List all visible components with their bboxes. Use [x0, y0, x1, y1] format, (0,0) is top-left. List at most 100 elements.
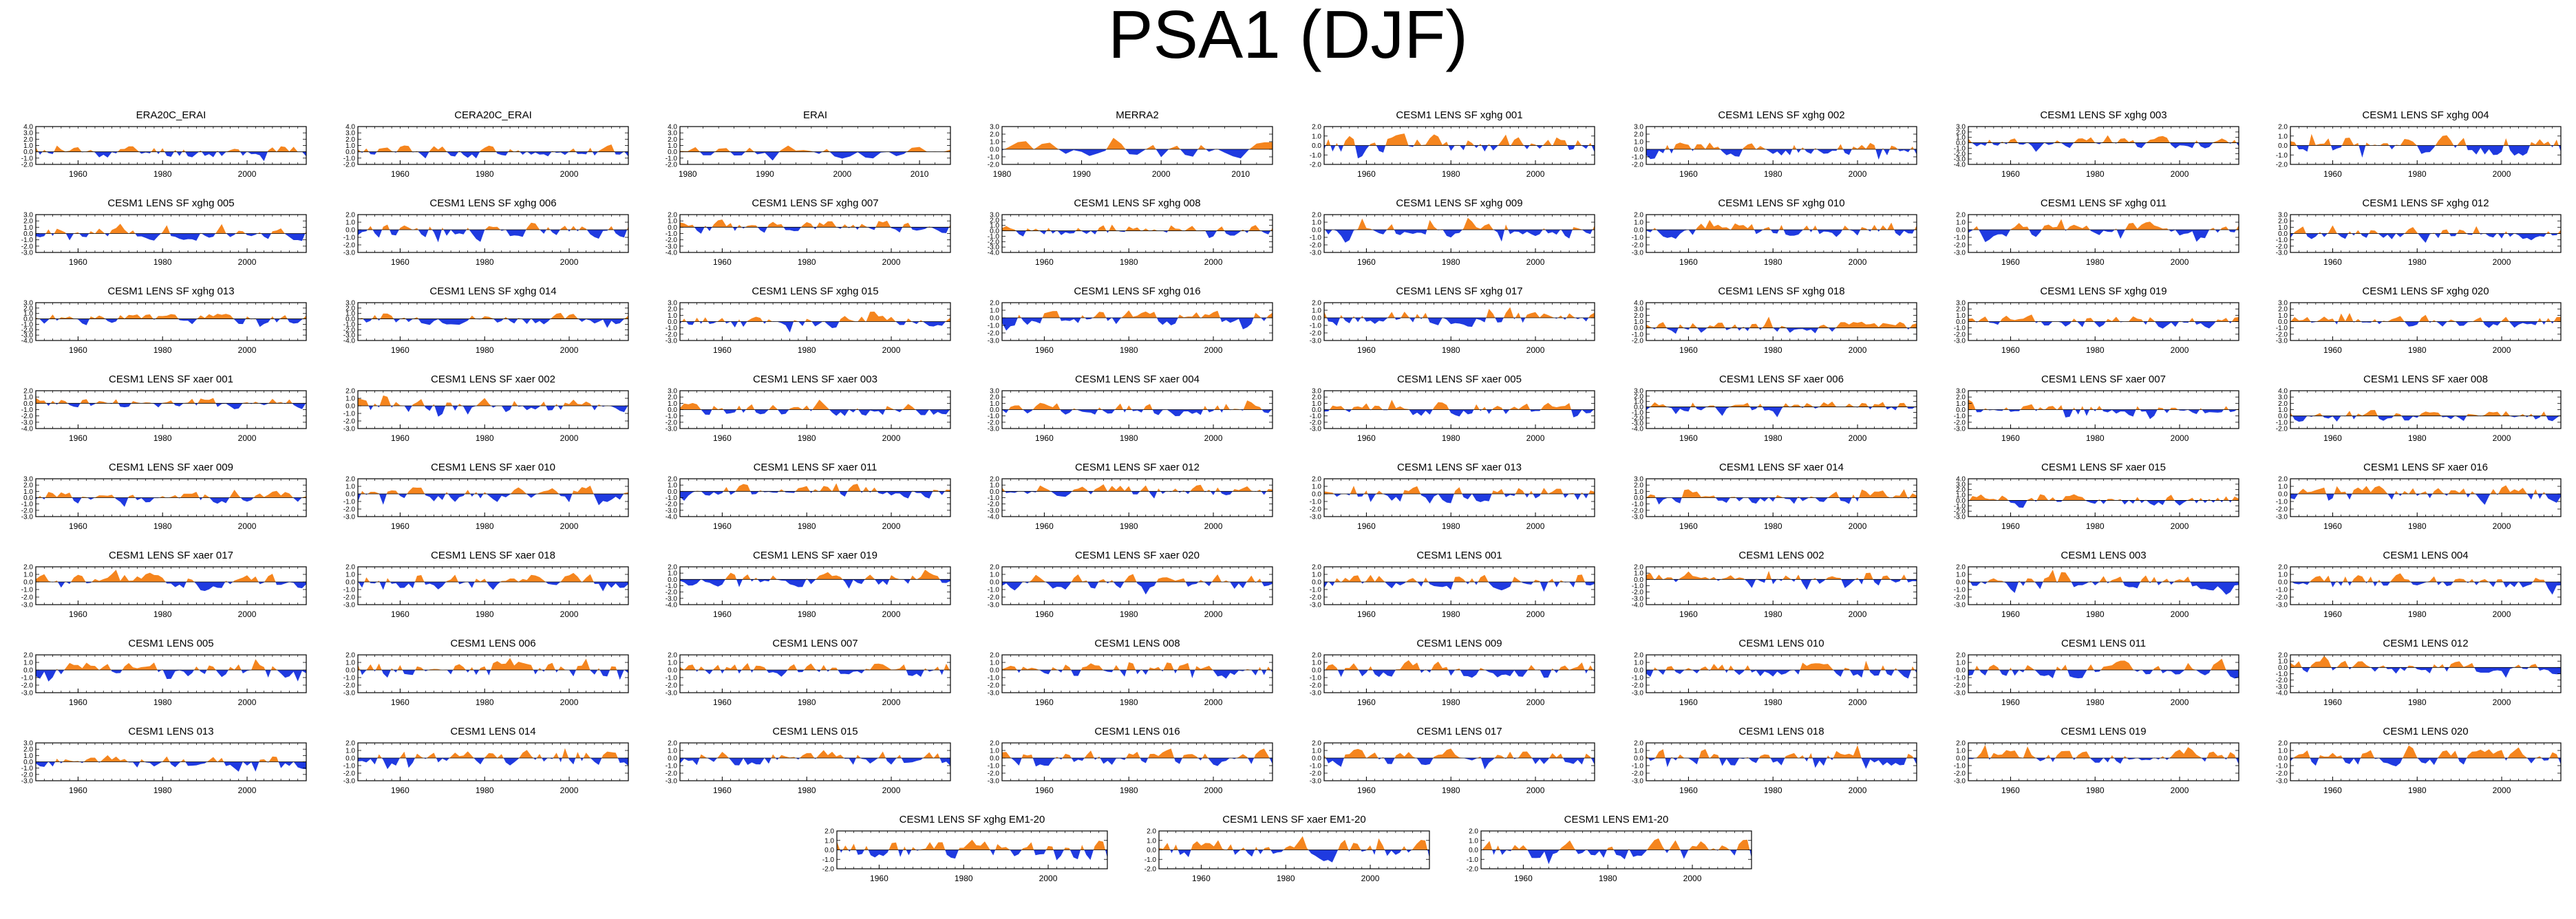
y-tick-label: 1.0	[23, 394, 33, 402]
y-tick-label: -1.0	[666, 155, 678, 162]
y-tick-label: -3.0	[988, 244, 1000, 252]
positive-area	[680, 662, 950, 670]
panel-title: CESM1 LENS SF xghg 002	[1718, 109, 1844, 121]
y-tick-label: 2.0	[1312, 476, 1321, 484]
x-tick-label: 1960	[69, 345, 87, 355]
negative-area	[1324, 230, 1595, 243]
negative-area	[358, 230, 628, 243]
x-tick-label: 1980	[1764, 345, 1782, 355]
y-tick-label: -1.0	[21, 501, 34, 508]
y-tick-label: -1.0	[666, 583, 678, 590]
positive-area	[680, 219, 950, 228]
y-tick-label: 1.0	[2278, 407, 2288, 414]
y-tick-label: 4.0	[1634, 300, 1643, 307]
x-tick-label: 2000	[1849, 257, 1867, 267]
panel: CESM1 LENS SF xaer 009 1960 1980 2000 3.02.0…	[21, 462, 307, 531]
y-tick-label: -3.0	[2276, 514, 2288, 521]
panel: ERA20C_ERAI 1960 1980 2000 4.03.02.01.00.0-1…	[21, 109, 307, 179]
y-tick-label: 1.0	[23, 488, 33, 496]
positive-area	[1646, 219, 1917, 230]
y-tick-label: 1.0	[2278, 133, 2288, 140]
y-tick-label: 3.0	[1634, 306, 1643, 314]
y-tick-label: 1.0	[990, 400, 999, 408]
negative-area	[358, 494, 628, 506]
x-tick-label: 2000	[238, 698, 257, 707]
panel: CESM1 LENS SF xaer 004 1960 1980 2000 3.02.0…	[988, 374, 1273, 443]
y-tick-label: 3.0	[345, 300, 355, 307]
y-tick-label: 2.0	[668, 212, 677, 219]
x-tick-label: 1980	[798, 257, 816, 267]
y-tick-label: 1.0	[1956, 219, 1966, 227]
y-tick-label: 0.0	[1634, 404, 1643, 411]
negative-area	[1646, 149, 1917, 160]
x-tick-label: 1960	[713, 609, 732, 619]
negative-area	[680, 670, 950, 677]
negative-area	[680, 491, 945, 501]
negative-area	[46, 403, 306, 409]
y-tick-label: -3.0	[988, 602, 1000, 609]
x-tick-label: 1960	[2323, 521, 2342, 531]
panel-frame	[1646, 302, 1917, 341]
y-tick-label: 1.0	[668, 570, 677, 578]
y-tick-label: -3.0	[1632, 420, 1644, 428]
panel-title: CESM1 LENS SF xghg 010	[1718, 197, 1844, 209]
y-tick-label: 4.0	[1956, 476, 1966, 484]
x-tick-label: 1980	[679, 169, 697, 179]
y-tick-label: 1.0	[668, 660, 677, 667]
negative-area	[1968, 582, 2239, 595]
negative-area	[1324, 145, 1595, 159]
y-tick-label: 2.0	[2278, 124, 2288, 131]
y-tick-label: 0.0	[23, 230, 33, 238]
panel: CESM1 LENS SF xaer 008 1960 1980 2000 4.03.0…	[2276, 374, 2562, 443]
y-tick-label: -2.0	[1632, 507, 1644, 515]
y-tick-label: 0.0	[1956, 227, 1966, 235]
x-tick-label: 1960	[2323, 169, 2342, 179]
negative-area	[680, 321, 950, 333]
y-tick-label: 2.0	[345, 388, 355, 396]
x-tick-label: 1980	[798, 698, 816, 707]
x-tick-label: 1980	[476, 169, 494, 179]
y-tick-label: 2.0	[990, 394, 999, 402]
y-tick-label: 0.0	[1312, 142, 1321, 150]
x-tick-label: 1960	[1035, 433, 1054, 443]
y-tick-label: 0.0	[1956, 140, 1966, 147]
y-tick-label: 3.0	[1634, 476, 1643, 484]
x-tick-label: 1960	[2001, 433, 2020, 443]
panel-title: CESM1 LENS SF xghg 001	[1396, 109, 1522, 121]
panel: CESM1 LENS SF xghg 019 1960 1980 2000 3.02.0…	[1954, 285, 2239, 355]
y-tick-label: -2.0	[2276, 243, 2288, 250]
x-tick-label: 1960	[1679, 257, 1698, 267]
x-tick-label: 2000	[1526, 169, 1545, 179]
x-tick-label: 1960	[1357, 169, 1376, 179]
panel: CESM1 LENS SF xghg 012 1960 1980 2000 3.02.0…	[2276, 197, 2562, 267]
panel: CESM1 LENS SF xghg 018 1960 1980 2000 4.03.0…	[1632, 285, 1917, 355]
x-tick-label: 1980	[1120, 433, 1138, 443]
x-tick-label: 1960	[69, 698, 87, 707]
x-tick-label: 1980	[1764, 609, 1782, 619]
panel-frame	[1968, 126, 2239, 165]
x-tick-label: 2000	[560, 257, 579, 267]
y-tick-label: -1.0	[1632, 154, 1644, 162]
y-tick-label: -2.0	[21, 243, 34, 250]
negative-area	[36, 318, 306, 327]
negative-area	[1968, 142, 2239, 152]
panel-frame	[1001, 566, 1273, 605]
panel-title: CERA20C_ERAI	[454, 109, 532, 121]
y-tick-label: -2.0	[343, 594, 356, 602]
x-tick-label: 1980	[2408, 609, 2427, 619]
x-tick-label: 1960	[1679, 433, 1698, 443]
y-tick-label: 3.0	[1634, 388, 1643, 396]
y-tick-label: 1.0	[990, 482, 999, 490]
y-tick-label: -3.0	[666, 507, 678, 515]
panel-title: CESM1 LENS 001	[1416, 550, 1502, 561]
y-tick-label: -1.0	[1954, 325, 1966, 332]
y-tick-label: 2.0	[23, 136, 33, 144]
panel-title: CESM1 LENS SF xghg 006	[429, 197, 556, 209]
positive-area	[680, 400, 950, 410]
y-tick-label: -2.0	[988, 239, 1000, 246]
y-tick-label: 1.0	[23, 142, 33, 150]
x-tick-label: 1960	[1679, 169, 1698, 179]
